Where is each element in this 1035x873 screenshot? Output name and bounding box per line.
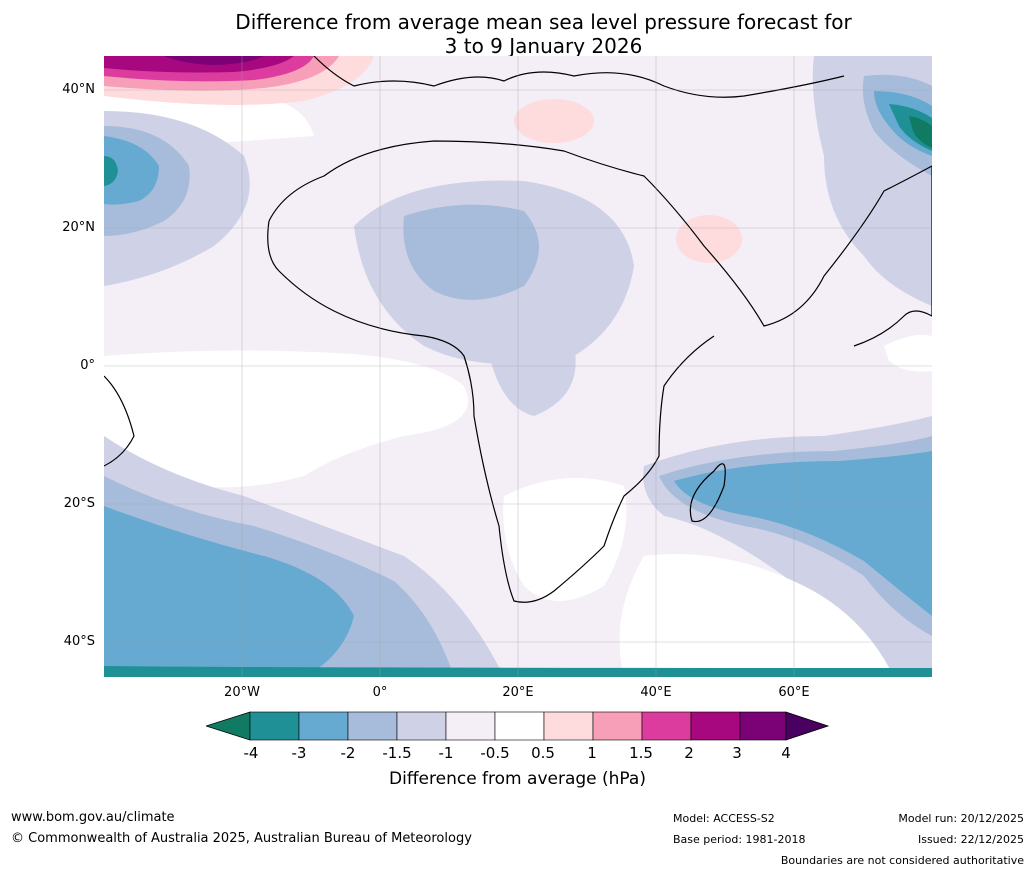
boundary-disclaimer: Boundaries are not considered authoritat… xyxy=(780,854,1024,867)
colorbar-segment xyxy=(445,711,496,741)
colorbar-tick: -0.5 xyxy=(480,744,510,762)
graticule xyxy=(104,56,932,677)
lon-label-0: 0° xyxy=(372,685,388,700)
anomaly-minus2-west-atlantic xyxy=(104,136,159,205)
lon-label-20e: 20°E xyxy=(502,685,534,700)
colorbar-tick: 0.5 xyxy=(531,744,555,762)
coastline-europe xyxy=(313,56,845,98)
colorbar-tick: 1.5 xyxy=(629,744,653,762)
model-name: Model: ACCESS-S2 xyxy=(673,812,775,825)
map-title-line1: Difference from average mean sea level p… xyxy=(235,10,852,34)
copyright-notice: © Commonwealth of Australia 2025, Austra… xyxy=(11,831,472,846)
colorbar-extend-high xyxy=(785,711,830,741)
website-link[interactable]: www.bom.gov.au/climate xyxy=(11,810,175,825)
lon-label-20w: 20°W xyxy=(224,685,260,700)
anomaly-minus1p5-sahara xyxy=(403,204,539,300)
colorbar-tick: 1 xyxy=(587,744,597,762)
anomaly-zero-south-indian xyxy=(619,554,894,677)
anomaly-minus4-asia xyxy=(909,116,932,148)
colorbar-segment xyxy=(298,711,349,741)
coastline-africa-west-south xyxy=(267,220,715,603)
colorbar-label: Difference from average (hPa) xyxy=(389,769,646,789)
colorbar-tick: -4 xyxy=(243,744,259,762)
coastlines xyxy=(104,56,932,603)
lon-label-40e: 40°E xyxy=(640,685,672,700)
colorbar-tick: -1 xyxy=(438,744,454,762)
base-period: Base period: 1981-2018 xyxy=(673,833,806,846)
pressure-anomaly-map xyxy=(104,56,932,677)
lat-label-40n: 40°N xyxy=(62,82,95,97)
colorbar-segment xyxy=(641,711,692,741)
anomaly-plus3-north xyxy=(164,56,264,65)
anomaly-plus0p5-arabia xyxy=(676,215,742,263)
map-title-line2: 3 to 9 January 2026 xyxy=(444,34,643,58)
lon-label-60e: 60°E xyxy=(778,685,810,700)
map-canvas xyxy=(104,56,932,677)
colorbar-tick: -2 xyxy=(340,744,356,762)
anomaly-zero-atlantic xyxy=(104,350,468,488)
coastline-north-africa-arabia xyxy=(268,140,932,347)
colorbar-segment xyxy=(739,711,787,741)
issued-date: Issued: 22/12/2025 xyxy=(917,833,1024,846)
colorbar-tick: -1.5 xyxy=(382,744,412,762)
anomaly-minus2-south-indian xyxy=(674,451,932,616)
anomaly-minus2-south-atlantic xyxy=(104,506,354,677)
madagascar-outline xyxy=(689,463,726,523)
colorbar-tick: 4 xyxy=(781,744,791,762)
anomaly-plus0p5-mediterranean xyxy=(514,99,594,143)
colorbar-tick: 3 xyxy=(732,744,742,762)
colorbar xyxy=(206,711,830,741)
colorbar-segment xyxy=(592,711,643,741)
colorbar-segment xyxy=(494,711,545,741)
colorbar-segment xyxy=(690,711,741,741)
colorbar-extend-low xyxy=(206,711,251,741)
anomaly-zero-indian-north xyxy=(884,334,932,372)
anomaly-minus1-congo xyxy=(484,323,576,416)
colorbar-segment xyxy=(347,711,398,741)
anomaly-minus3-west-atlantic xyxy=(104,156,118,186)
coastline-south-america xyxy=(104,375,135,467)
colorbar-segment xyxy=(396,711,447,741)
lat-label-equator: 0° xyxy=(80,358,95,373)
anomaly-zero-southern-africa xyxy=(503,478,627,601)
colorbar-segment xyxy=(249,711,300,741)
model-run-date: Model run: 20/12/2025 xyxy=(898,812,1024,825)
colorbar-segment xyxy=(543,711,594,741)
colorbar-tick: 2 xyxy=(684,744,694,762)
lat-label-20n: 20°N xyxy=(62,220,95,235)
lat-label-20s: 20°S xyxy=(63,496,95,511)
colorbar-tick: -3 xyxy=(291,744,307,762)
lat-label-40s: 40°S xyxy=(63,634,95,649)
